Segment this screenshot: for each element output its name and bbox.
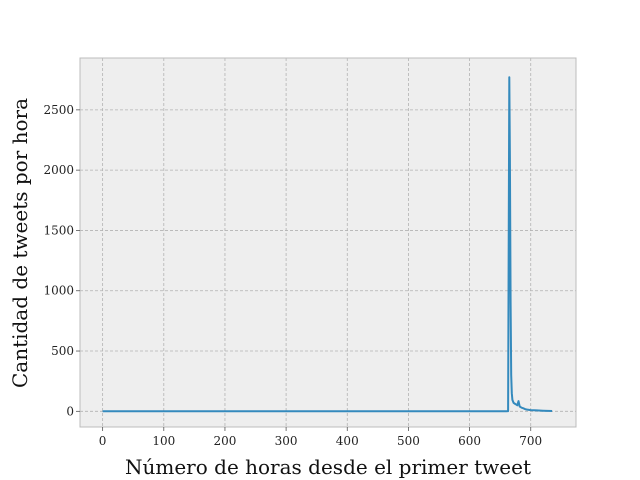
plot-area bbox=[80, 58, 576, 427]
x-tick-label: 700 bbox=[519, 434, 542, 448]
x-tick-label: 0 bbox=[99, 434, 107, 448]
x-tick-label: 300 bbox=[275, 434, 298, 448]
y-tick-label: 2000 bbox=[43, 163, 74, 177]
y-tick-label: 500 bbox=[51, 344, 74, 358]
x-tick-label: 200 bbox=[213, 434, 236, 448]
x-tick-label: 500 bbox=[397, 434, 420, 448]
series-group bbox=[102, 76, 553, 413]
x-axis-label: Número de horas desde el primer tweet bbox=[125, 455, 531, 479]
y-tick-label: 2500 bbox=[43, 103, 74, 117]
x-tick-label: 400 bbox=[336, 434, 359, 448]
x-axis-ticks: 0 100 200 300 400 500 600 700 bbox=[99, 427, 542, 448]
x-tick-label: 600 bbox=[458, 434, 481, 448]
y-axis-ticks: 0 500 1000 1500 2000 2500 bbox=[43, 103, 80, 418]
y-tick-label: 1000 bbox=[43, 284, 74, 298]
x-tick-label: 100 bbox=[152, 434, 175, 448]
series-line-0 bbox=[102, 76, 553, 413]
y-axis-label: Cantidad de tweets por hora bbox=[8, 98, 32, 388]
y-tick-label: 0 bbox=[66, 404, 74, 418]
y-tick-label: 1500 bbox=[43, 223, 74, 237]
plot-frame bbox=[79, 57, 577, 428]
